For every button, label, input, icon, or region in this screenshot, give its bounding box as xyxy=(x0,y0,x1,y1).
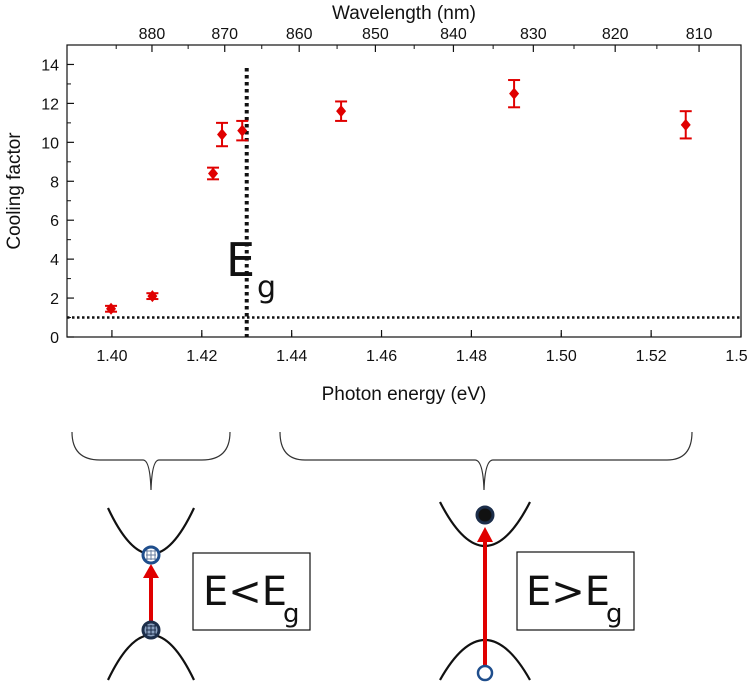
band-diagram-below-gap: E<E g xyxy=(107,507,311,681)
data-point xyxy=(336,105,347,118)
x-tick-label: 1.40 xyxy=(96,348,127,365)
plot-frame xyxy=(66,44,742,338)
above-gap-label-sub: g xyxy=(606,599,623,629)
data-point xyxy=(217,128,228,141)
x-tick-label: 1.54 xyxy=(725,348,747,365)
top-tick-label: 810 xyxy=(686,26,713,43)
top-tick-label: 820 xyxy=(602,26,629,43)
data-point xyxy=(106,302,117,315)
data-point xyxy=(147,290,158,303)
below-gap-label-sub: g xyxy=(283,599,300,629)
x-tick-label: 1.42 xyxy=(186,348,217,365)
x-tick-label: 1.46 xyxy=(366,348,397,365)
top-tick-label: 880 xyxy=(139,26,166,43)
top-axis-title: Wavelength (nm) xyxy=(332,3,476,24)
top-tick-label: 850 xyxy=(362,26,389,43)
top-tick-label: 830 xyxy=(520,26,547,43)
y-axis-title: Cooling factor xyxy=(4,132,25,250)
data-point xyxy=(237,124,248,137)
valence-band-left xyxy=(107,634,195,681)
top-tick-label: 840 xyxy=(440,26,467,43)
data-point xyxy=(680,118,691,131)
top-tick-label: 870 xyxy=(211,26,238,43)
data-points xyxy=(105,79,692,315)
x-tick-label: 1.48 xyxy=(456,348,487,365)
y-tick-label: 8 xyxy=(50,174,59,191)
above-gap-label: E>E xyxy=(526,569,610,615)
y-tick-label: 14 xyxy=(41,57,59,74)
below-gap-label: E<E xyxy=(203,569,287,615)
left-brace xyxy=(71,431,231,491)
axis-ticks: 1.401.421.441.461.481.501.521.5402468101… xyxy=(41,26,747,365)
bandgap-label: E xyxy=(226,233,255,287)
y-tick-label: 6 xyxy=(50,213,59,230)
electron-icon xyxy=(475,505,495,525)
y-tick-label: 12 xyxy=(41,96,59,113)
y-tick-label: 2 xyxy=(50,291,59,308)
y-tick-label: 10 xyxy=(41,135,59,152)
scatter-chart: 1.401.421.441.461.481.501.521.5402468101… xyxy=(4,3,747,405)
x-tick-label: 1.44 xyxy=(276,348,307,365)
reference-lines xyxy=(67,68,741,337)
data-point xyxy=(208,167,219,180)
right-brace xyxy=(279,431,693,491)
x-tick-label: 1.50 xyxy=(546,348,577,365)
hole-icon xyxy=(476,664,494,682)
band-diagram-above-gap: E>E g xyxy=(439,501,635,682)
impurity-state-lower-hatch xyxy=(146,625,156,635)
x-axis-title: Photon energy (eV) xyxy=(322,384,487,405)
data-point xyxy=(509,87,520,100)
excitation-arrowhead-left xyxy=(143,564,159,578)
x-tick-label: 1.52 xyxy=(636,348,667,365)
bandgap-label-sub: g xyxy=(257,270,276,305)
range-braces xyxy=(71,431,693,491)
y-tick-label: 4 xyxy=(50,252,59,269)
top-tick-label: 860 xyxy=(286,26,313,43)
impurity-state-upper-hatch xyxy=(146,550,156,560)
y-tick-label: 0 xyxy=(50,330,59,347)
below-gap-label-box xyxy=(192,552,311,631)
above-gap-label-box xyxy=(516,551,635,631)
excitation-arrowhead-right xyxy=(477,527,493,542)
